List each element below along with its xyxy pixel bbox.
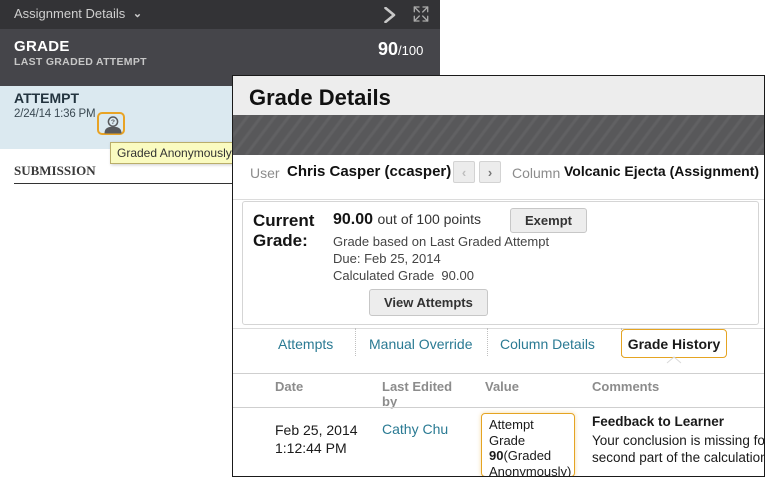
svg-text:?: ? xyxy=(111,119,115,126)
